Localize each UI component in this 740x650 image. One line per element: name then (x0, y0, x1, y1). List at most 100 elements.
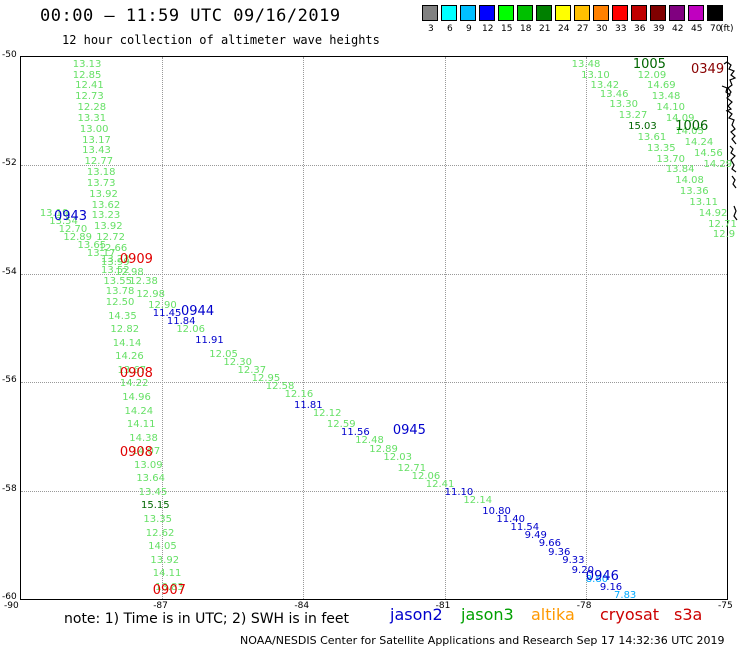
parallel-gridline (21, 382, 727, 384)
wave-height-value: 13.31 (77, 112, 107, 124)
wave-height-value: 14.26 (115, 351, 144, 363)
meridian-gridline (303, 57, 305, 599)
legend-label: 3 (428, 24, 434, 34)
legend-unit: (ft) (720, 24, 734, 34)
pass-time-label: 0946 (585, 569, 619, 585)
wave-height-value: 13.64 (136, 473, 165, 485)
wave-height-value: 13.45 (138, 486, 168, 498)
wave-height-value: 13.54 (49, 215, 78, 227)
pass-time-label: 1005 (632, 57, 666, 72)
wave-height-value: 13.52 (101, 264, 130, 276)
pass-time-label: 0349 (691, 62, 725, 78)
wave-height-value: 13.17 (86, 248, 116, 260)
wave-height-value: 12.06 (411, 470, 441, 482)
wave-height-value: 10.80 (482, 505, 511, 517)
pass-time-label: 0945 (392, 422, 426, 438)
latitude-label: -56 (2, 375, 17, 386)
wave-height-value: 12.41 (75, 80, 104, 92)
wave-height-value: 13.61 (637, 131, 667, 143)
wave-height-value: 12.62 (145, 527, 175, 539)
wave-height-value: 13.84 (665, 164, 695, 176)
wave-height-value: 13.70 (656, 153, 686, 165)
coastline-islands (721, 61, 738, 221)
wave-height-value: 12.48 (355, 435, 384, 447)
wave-height-value: 14.14 (112, 337, 142, 349)
wave-height-value: 14.09 (665, 112, 695, 124)
wave-height-value: 13.55 (103, 275, 132, 287)
latitude-label: -58 (2, 483, 17, 494)
wave-height-value: 12.05 (209, 348, 238, 360)
meridian-gridline (162, 57, 164, 599)
legend-label: 9 (466, 24, 472, 34)
wave-height-value: 9.49 (524, 530, 547, 542)
wave-height-value: 14.38 (129, 432, 158, 444)
legend-swatch (517, 5, 533, 21)
pass-time-label: 0943 (53, 208, 88, 224)
pass-time-label: 0908 (119, 444, 153, 460)
wave-height-value: 13.48 (651, 91, 681, 103)
color-legend: 3 6 9 12 15 18 21 24 27 30 33 36 39 42 45 70 (ft) (422, 5, 734, 35)
longitude-label: -90 (4, 601, 19, 611)
wave-height-value: 12.03 (383, 451, 413, 463)
wave-height-value: 13.23 (101, 253, 130, 265)
legend-swatch (669, 5, 685, 21)
wave-height-value: 13.73 (86, 177, 116, 189)
wave-height-value: 13.83 (155, 581, 184, 593)
latitude-label: -50 (2, 50, 17, 60)
wave-height-value: 8.80 (585, 573, 609, 585)
wave-height-value: 12.98 (115, 267, 144, 279)
note-text: note: 1) Time is in UTC; 2) SWH is in fe… (64, 611, 350, 627)
wave-height-value: 14.96 (122, 392, 151, 404)
wave-height-value: 11.10 (444, 486, 474, 498)
wave-height-value: 13.92 (150, 554, 180, 566)
wave-height-value: 12.73 (75, 91, 104, 103)
wave-height-value: 9.20 (571, 565, 594, 577)
wave-height-value: 12.98 (136, 289, 165, 301)
wave-height-value: 12.30 (223, 356, 253, 368)
legend-label: 15 (501, 24, 513, 34)
longitude-label: -81 (435, 601, 451, 611)
wave-height-value: 13.67 (117, 364, 147, 376)
legend-swatch (593, 5, 609, 21)
legend-label: 39 (653, 24, 665, 34)
wave-height-value: 13.42 (590, 80, 620, 92)
wave-height-value: 12.89 (63, 232, 92, 244)
wave-height-value: 14.08 (675, 175, 704, 187)
legend-swatch (688, 5, 704, 21)
wave-height-value: 12.50 (105, 297, 135, 309)
legend-label: 18 (520, 24, 532, 34)
legend-swatch (555, 5, 571, 21)
map-title: 00:00 — 11:59 UTC 09/16/2019 (40, 6, 341, 26)
legend-label: 27 (577, 24, 589, 34)
legend-swatch (650, 5, 666, 21)
wave-height-value: 14.92 (698, 207, 728, 219)
wave-height-value: 15.03 (628, 121, 657, 133)
wave-height-value: 12.41 (425, 478, 455, 490)
wave-height-value: 11.81 (293, 400, 323, 412)
legend-label: 45 (691, 24, 703, 34)
wave-height-value: 11.91 (195, 335, 224, 347)
legend-label: 6 (447, 24, 453, 34)
wave-height-value: 13.10 (581, 69, 610, 81)
legend-swatch (422, 5, 438, 21)
wave-height-value: 12.16 (284, 389, 314, 401)
pass-time-label: 0907 (152, 583, 186, 598)
satellite-jason2: jason2 (390, 605, 443, 624)
legend-label: 36 (634, 24, 646, 34)
wave-height-value: 14.07 (131, 446, 161, 458)
wave-height-value: 13.36 (679, 186, 709, 198)
wave-height-value: 12.9 (712, 229, 736, 241)
wave-height-value: 13.00 (79, 123, 109, 135)
legend-label: 70 (710, 24, 722, 34)
pass-time-label: 0908 (119, 365, 153, 381)
meridian-gridline (444, 57, 446, 599)
wave-height-value: 13.43 (82, 145, 111, 157)
wave-height-value: 13.13 (72, 58, 102, 70)
wave-height-value: 14.11 (126, 419, 156, 431)
wave-height-value: 14.22 (119, 378, 149, 390)
wave-height-value: 13.35 (143, 513, 172, 525)
wave-height-value: 9.66 (538, 538, 561, 550)
legend-label: 30 (596, 24, 608, 34)
latitude-label: -52 (2, 158, 17, 169)
wave-height-value: 11.45 (152, 308, 182, 320)
